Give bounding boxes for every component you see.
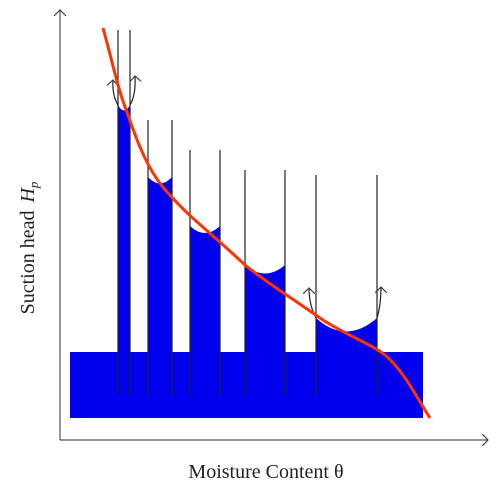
water-column [148, 177, 172, 352]
x-axis-label: Moisture Content θ [188, 461, 343, 483]
water-column [118, 105, 130, 352]
tension-arrows [113, 76, 381, 319]
water-column [245, 265, 285, 352]
reservoir [70, 352, 423, 418]
water-column [190, 226, 220, 352]
y-axis-label: Suction headHp [17, 181, 41, 314]
retention-curve [101, 27, 432, 419]
